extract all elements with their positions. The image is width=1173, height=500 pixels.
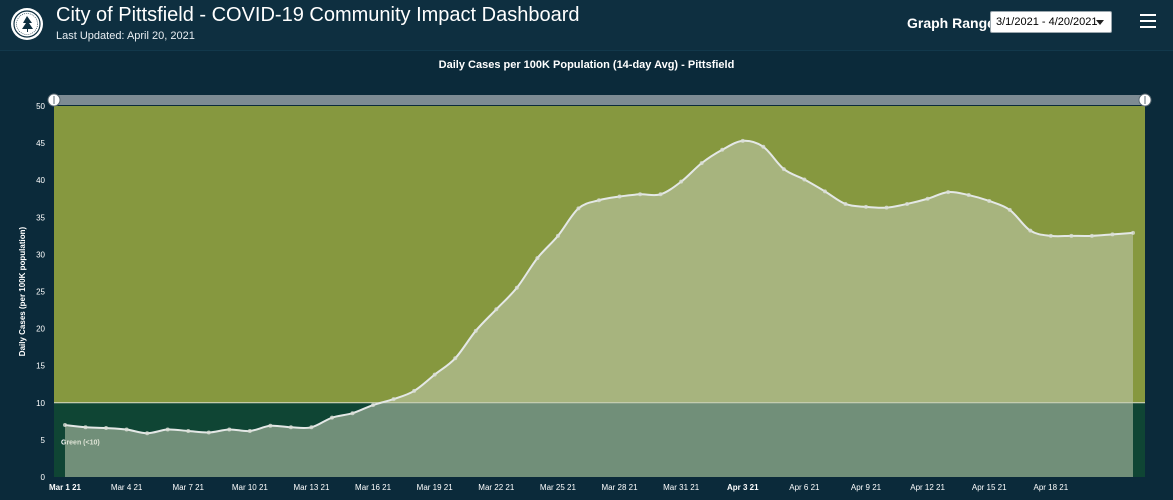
data-point[interactable] (1048, 233, 1053, 238)
page-title: City of Pittsfield - COVID-19 Community … (56, 4, 580, 26)
data-point[interactable] (145, 431, 150, 436)
x-tick-label: Mar 31 21 (663, 483, 700, 492)
x-tick-label: Apr 15 21 (972, 483, 1007, 492)
data-point[interactable] (925, 196, 930, 201)
data-point[interactable] (1028, 228, 1033, 233)
range-navigator-bar (54, 95, 1145, 105)
y-axis-title: Daily Cases (per 100K population) (18, 226, 27, 356)
data-point[interactable] (576, 206, 581, 211)
data-point[interactable] (884, 205, 889, 210)
data-point[interactable] (83, 425, 88, 430)
y-tick-label: 15 (36, 362, 45, 371)
data-point[interactable] (679, 179, 684, 184)
x-tick-label: Mar 7 21 (172, 483, 204, 492)
x-tick-label: Mar 1 21 (49, 483, 82, 492)
data-point[interactable] (966, 193, 971, 198)
data-point[interactable] (227, 427, 232, 432)
data-point[interactable] (555, 233, 560, 238)
data-point[interactable] (514, 285, 519, 290)
series-area (65, 140, 1133, 477)
data-point[interactable] (740, 138, 745, 143)
x-tick-label: Apr 18 21 (1033, 483, 1068, 492)
y-tick-label: 50 (36, 102, 45, 111)
x-tick-label: Apr 12 21 (910, 483, 945, 492)
y-tick-label: 45 (36, 139, 45, 148)
data-point[interactable] (987, 198, 992, 203)
chart-title: Daily Cases per 100K Population (14-day … (438, 59, 735, 71)
x-tick-label: Mar 22 21 (478, 483, 515, 492)
data-point[interactable] (309, 425, 314, 430)
data-point[interactable] (946, 190, 951, 195)
data-point[interactable] (165, 427, 170, 432)
header-bar: City of Pittsfield - COVID-19 Community … (0, 0, 1173, 51)
data-point[interactable] (391, 397, 396, 402)
data-point[interactable] (535, 256, 540, 261)
data-point[interactable] (658, 192, 663, 197)
data-point[interactable] (802, 177, 807, 182)
hamburger-menu-icon[interactable] (1140, 14, 1156, 28)
y-tick-label: 20 (36, 325, 45, 334)
y-tick-label: 0 (41, 473, 46, 482)
data-point[interactable] (432, 372, 437, 377)
data-point[interactable] (371, 403, 376, 408)
x-tick-label: Mar 13 21 (293, 483, 330, 492)
data-point[interactable] (761, 144, 766, 149)
data-point[interactable] (206, 430, 211, 435)
data-point[interactable] (781, 167, 786, 172)
data-point[interactable] (720, 147, 725, 152)
city-seal-icon (11, 8, 43, 40)
data-point[interactable] (864, 204, 868, 209)
data-point[interactable] (453, 356, 458, 361)
data-point[interactable] (473, 328, 478, 333)
data-point[interactable] (247, 428, 252, 433)
data-point[interactable] (104, 426, 109, 431)
data-point[interactable] (1131, 230, 1135, 235)
x-tick-label: Mar 28 21 (602, 483, 639, 492)
x-tick-label: Mar 25 21 (540, 483, 577, 492)
data-point[interactable] (905, 201, 910, 206)
data-point[interactable] (638, 192, 643, 197)
data-point[interactable] (63, 423, 67, 428)
x-tick-label: Mar 10 21 (232, 483, 269, 492)
chevron-down-icon (1096, 20, 1104, 25)
data-point[interactable] (597, 198, 601, 203)
x-tick-label: Mar 19 21 (417, 483, 454, 492)
y-tick-label: 35 (36, 213, 45, 222)
data-point[interactable] (288, 425, 293, 430)
data-point[interactable] (1110, 232, 1115, 237)
data-point[interactable] (617, 194, 622, 199)
data-point[interactable] (699, 161, 704, 166)
data-point[interactable] (1069, 233, 1074, 238)
last-updated: Last Updated: April 20, 2021 (56, 30, 195, 42)
data-point[interactable] (822, 189, 827, 194)
data-point[interactable] (494, 307, 499, 312)
x-tick-label: Apr 6 21 (789, 483, 820, 492)
y-tick-label: 25 (36, 288, 45, 297)
data-point[interactable] (186, 428, 191, 433)
data-point[interactable] (330, 415, 334, 420)
y-tick-label: 5 (41, 436, 46, 445)
graph-range-select[interactable]: 3/1/2021 - 4/20/2021 (990, 11, 1112, 33)
graph-range-value: 3/1/2021 - 4/20/2021 (996, 16, 1098, 28)
data-point[interactable] (124, 427, 129, 432)
y-tick-label: 40 (36, 176, 45, 185)
x-tick-label: Mar 4 21 (111, 483, 143, 492)
x-tick-label: Apr 9 21 (851, 483, 882, 492)
data-point[interactable] (412, 388, 417, 393)
data-point[interactable] (1007, 207, 1012, 212)
y-tick-label: 10 (36, 399, 45, 408)
graph-range-label: Graph Range (907, 15, 995, 31)
data-point[interactable] (843, 201, 848, 206)
x-tick-label: Apr 3 21 (727, 483, 759, 492)
data-point[interactable] (350, 411, 355, 416)
y-tick-label: 30 (36, 250, 45, 259)
x-tick-label: Mar 16 21 (355, 483, 392, 492)
data-point[interactable] (1089, 233, 1094, 238)
data-point[interactable] (268, 423, 273, 428)
